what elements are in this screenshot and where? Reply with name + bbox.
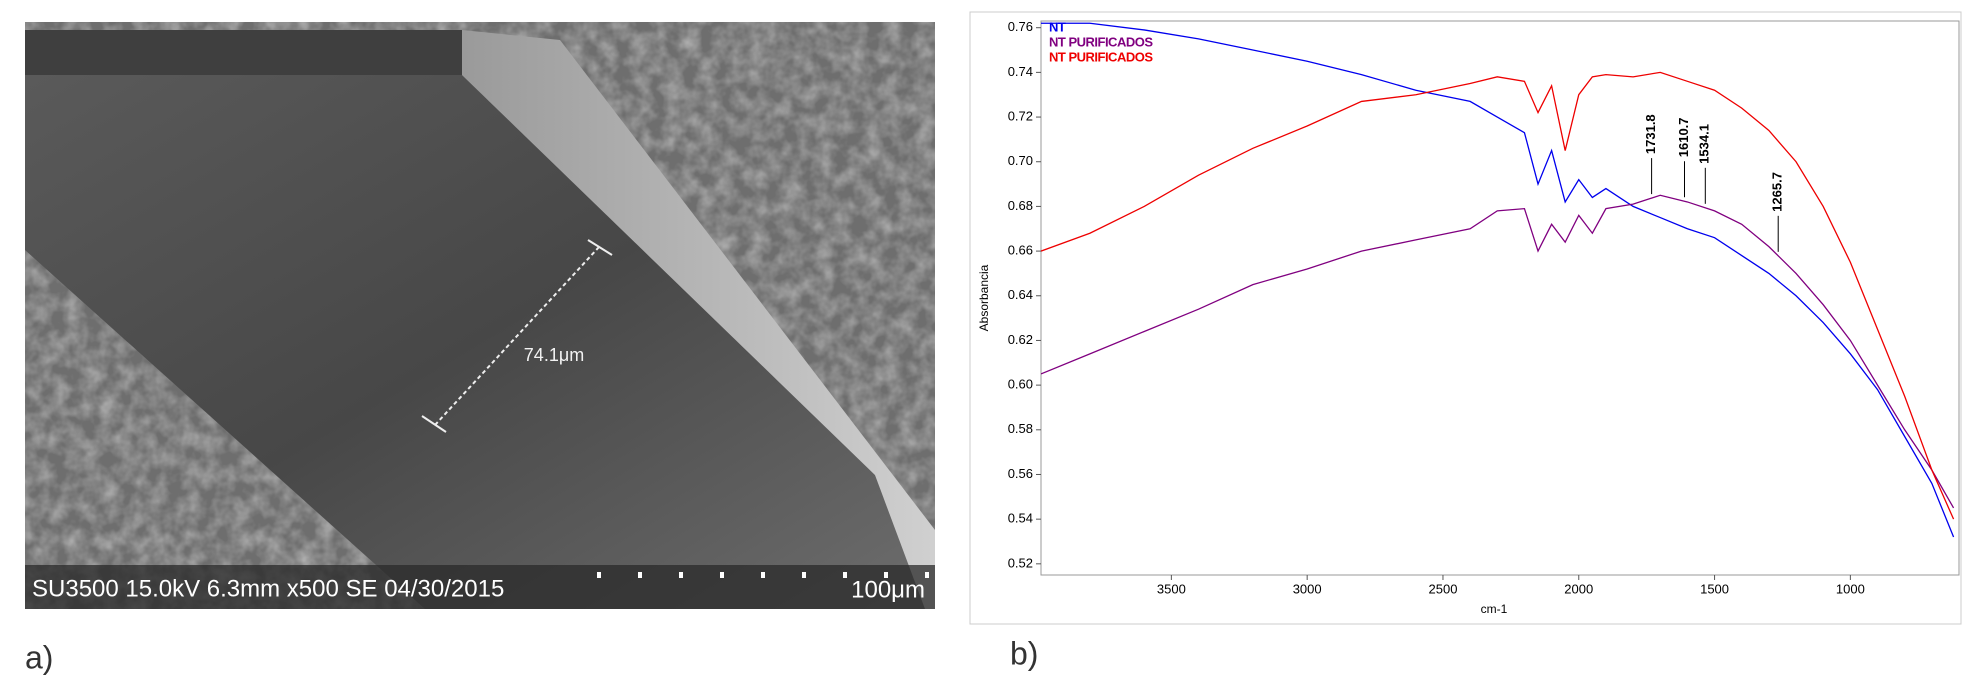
y-tick-label: 0.74 (1008, 64, 1033, 79)
panel-label: b) (1010, 635, 1038, 671)
annotation: 1534.1 (1697, 124, 1712, 164)
legend-entry: NT PURIFICADOS (1049, 34, 1153, 49)
annotation: 1610.7 (1676, 117, 1691, 157)
y-tick-label: 0.66 (1008, 243, 1033, 258)
x-axis-label: cm-1 (1481, 602, 1508, 616)
y-tick-label: 0.76 (1008, 19, 1033, 34)
x-tick-label: 1500 (1700, 581, 1729, 596)
y-tick-label: 0.64 (1008, 287, 1033, 302)
y-tick-label: 0.58 (1008, 421, 1033, 436)
sem-image: 74.1μm SU3500 15.0kV 6.3mm x500 SE 04/30… (25, 22, 935, 609)
series-line (1041, 71, 1955, 520)
y-tick-label: 0.72 (1008, 108, 1033, 123)
annotation: 1731.8 (1643, 114, 1658, 154)
x-tick-label: 3000 (1293, 581, 1322, 596)
measurement: 74.1μm (524, 345, 584, 365)
y-tick-label: 0.70 (1008, 153, 1033, 168)
scale-bar-label: 100μm (851, 576, 925, 603)
y-tick-label: 0.60 (1008, 377, 1033, 392)
x-tick-label: 2500 (1429, 581, 1458, 596)
caption: SU3500 15.0kV 6.3mm x500 SE 04/30/2015 (32, 575, 504, 602)
y-tick-label: 0.68 (1008, 198, 1033, 213)
series-line (1041, 194, 1955, 509)
legend-entry: NT PURIFICADOS (1049, 49, 1153, 64)
panel-label: a) (25, 639, 53, 675)
legend-entry: NT (1049, 19, 1066, 34)
series-line (1041, 22, 1955, 538)
y-tick-label: 0.62 (1008, 332, 1033, 347)
y-axis-label: Absorbancia (977, 264, 991, 331)
plot-area (1040, 20, 1960, 576)
chart-frame (969, 11, 1962, 625)
x-tick-label: 2000 (1564, 581, 1593, 596)
annotation: 1265.7 (1770, 172, 1785, 212)
x-tick-label: 3500 (1157, 581, 1186, 596)
y-tick-label: 0.54 (1008, 511, 1033, 526)
y-tick-label: 0.56 (1008, 466, 1033, 481)
y-tick-label: 0.52 (1008, 555, 1033, 570)
x-tick-label: 1000 (1836, 581, 1865, 596)
